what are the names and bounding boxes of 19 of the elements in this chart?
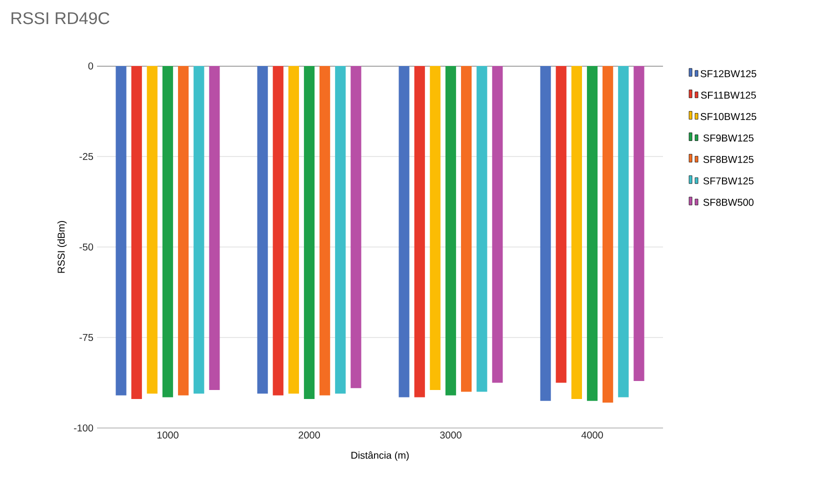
y-tick-label: -100 bbox=[74, 424, 94, 432]
y-tick-label: 0 bbox=[88, 62, 94, 70]
legend-label: SF10BW125 bbox=[700, 113, 756, 120]
legend-label: SF12BW125 bbox=[700, 70, 756, 78]
legend-label: SF7BW125 bbox=[703, 177, 754, 184]
legend-label: SF11BW125 bbox=[701, 92, 756, 99]
x-tick-label: 3000 bbox=[440, 432, 462, 439]
legend-label: SF8BW500 bbox=[703, 198, 754, 206]
legend-label: SF9BW125 bbox=[703, 134, 754, 142]
x-tick-label: 4000 bbox=[581, 432, 603, 439]
x-tick-label: 2000 bbox=[298, 432, 320, 439]
y-axis-title: RSSI (dBm) bbox=[57, 221, 67, 273]
chart-title: RSSI RD49C bbox=[12, 12, 110, 24]
y-tick-label: -75 bbox=[80, 334, 94, 341]
x-tick-label: 1000 bbox=[157, 432, 178, 439]
y-tick-label: -25 bbox=[80, 152, 94, 160]
x-axis-title: Distância (m) bbox=[351, 451, 409, 461]
y-tick-label: -50 bbox=[80, 243, 94, 251]
legend-label: SF8BW125 bbox=[703, 156, 754, 163]
